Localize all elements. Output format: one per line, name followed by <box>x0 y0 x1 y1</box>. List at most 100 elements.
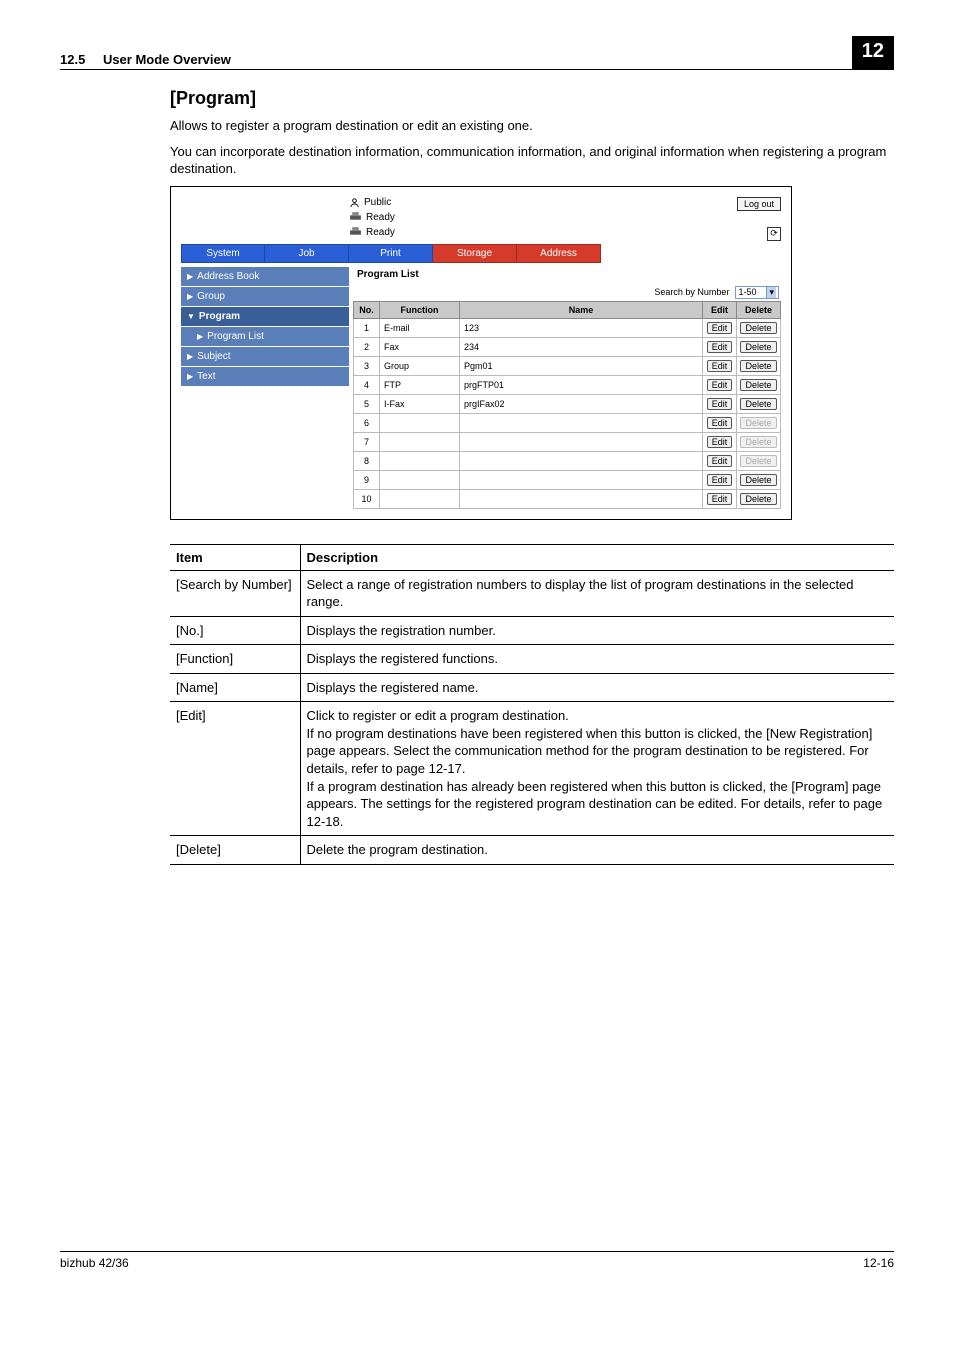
tab-address[interactable]: Address <box>517 244 601 263</box>
cell-function <box>380 451 460 470</box>
tab-job[interactable]: Job <box>265 244 349 263</box>
cell-name: 123 <box>460 318 703 337</box>
footer-left: bizhub 42/36 <box>60 1256 129 1270</box>
logout-button[interactable]: Log out <box>737 197 781 211</box>
cell-no: 8 <box>354 451 380 470</box>
col-header-name: Name <box>460 301 703 318</box>
cell-name <box>460 489 703 508</box>
desc-text: Displays the registration number. <box>300 616 894 645</box>
cell-name: prgIFax02 <box>460 394 703 413</box>
search-by-number-select[interactable]: 1-50 ▾ <box>735 286 779 299</box>
chapter-badge: 12 <box>852 36 894 69</box>
edit-button[interactable]: Edit <box>707 417 733 429</box>
edit-button[interactable]: Edit <box>707 436 733 448</box>
table-row: [Edit]Click to register or edit a progra… <box>170 702 894 836</box>
table-row: [Name]Displays the registered name. <box>170 673 894 702</box>
triangle-right-icon: ▶ <box>187 352 193 361</box>
refresh-icon[interactable]: ⟳ <box>767 227 781 241</box>
col-header-no: No. <box>354 301 380 318</box>
edit-button[interactable]: Edit <box>707 322 733 334</box>
desc-text: Select a range of registration numbers t… <box>300 570 894 616</box>
tab-print[interactable]: Print <box>349 244 433 263</box>
table-row: 5I-FaxprgIFax02EditDelete <box>354 394 781 413</box>
table-row: 2Fax234EditDelete <box>354 337 781 356</box>
cell-function <box>380 489 460 508</box>
cell-function: FTP <box>380 375 460 394</box>
delete-button[interactable]: Delete <box>740 322 776 334</box>
page-header: 12.5 User Mode Overview 12 <box>60 36 894 70</box>
cell-no: 7 <box>354 432 380 451</box>
tab-system[interactable]: System <box>181 244 265 263</box>
sidebar-item-text[interactable]: ▶Text <box>181 367 349 387</box>
tab-storage[interactable]: Storage <box>433 244 517 263</box>
ready-label-1: Ready <box>366 212 395 223</box>
cell-name: 234 <box>460 337 703 356</box>
sidebar-item-address-book[interactable]: ▶ Address Book <box>181 267 349 287</box>
desc-item: [Function] <box>170 645 300 674</box>
col-header-function: Function <box>380 301 460 318</box>
col-header-edit: Edit <box>703 301 737 318</box>
edit-button[interactable]: Edit <box>707 398 733 410</box>
desc-text: Click to register or edit a program dest… <box>300 702 894 836</box>
table-row: 3GroupPgm01EditDelete <box>354 356 781 375</box>
delete-button[interactable]: Delete <box>740 360 776 372</box>
desc-text: Displays the registered functions. <box>300 645 894 674</box>
scanner-icon <box>349 227 362 237</box>
edit-button[interactable]: Edit <box>707 341 733 353</box>
cell-no: 4 <box>354 375 380 394</box>
intro-paragraph-2: You can incorporate destination informat… <box>170 143 894 178</box>
cell-function: Group <box>380 356 460 375</box>
table-row: 4FTPprgFTP01 Edit Delete <box>354 375 781 394</box>
sidebar: ▶ Address Book ▶ Group ▼ Program ▶Program L… <box>181 267 349 509</box>
cell-function <box>380 470 460 489</box>
table-row: 10EditDelete <box>354 489 781 508</box>
sidebar-item-label: Address Book <box>197 271 259 282</box>
edit-button[interactable]: Edit <box>707 360 733 372</box>
page-footer: bizhub 42/36 12-16 <box>60 1251 894 1270</box>
cell-function <box>380 432 460 451</box>
chevron-down-icon: ▾ <box>766 287 776 298</box>
table-row: [No.]Displays the registration number. <box>170 616 894 645</box>
sidebar-item-program[interactable]: ▼ Program <box>181 307 349 327</box>
triangle-down-icon: ▼ <box>187 312 195 321</box>
edit-button[interactable]: Edit <box>707 379 733 391</box>
delete-button[interactable]: Delete <box>740 341 776 353</box>
desc-item: [Delete] <box>170 836 300 865</box>
delete-button: Delete <box>740 455 776 467</box>
delete-button[interactable]: Delete <box>740 398 776 410</box>
cell-no: 2 <box>354 337 380 356</box>
edit-button[interactable]: Edit <box>707 455 733 467</box>
edit-button[interactable]: Edit <box>707 493 733 505</box>
cell-function: E-mail <box>380 318 460 337</box>
table-row: 7EditDelete <box>354 432 781 451</box>
table-row: [Delete]Delete the program destination. <box>170 836 894 865</box>
desc-header-item: Item <box>170 544 300 570</box>
user-label: Public <box>364 197 391 208</box>
panel-title: Program List <box>357 269 781 280</box>
page-title: [Program] <box>170 88 894 109</box>
sidebar-item-label: Program <box>199 311 240 322</box>
intro-paragraph-1: Allows to register a program destination… <box>170 117 894 135</box>
program-table: No. Function Name Edit Delete 1E-mail123… <box>353 301 781 509</box>
desc-item: [Search by Number] <box>170 570 300 616</box>
desc-text: Delete the program destination. <box>300 836 894 865</box>
col-header-delete: Delete <box>737 301 781 318</box>
sidebar-item-program-list[interactable]: ▶Program List <box>181 327 349 347</box>
desc-text: Displays the registered name. <box>300 673 894 702</box>
select-value: 1-50 <box>738 287 756 297</box>
sidebar-item-group[interactable]: ▶ Group <box>181 287 349 307</box>
edit-button[interactable]: Edit <box>707 474 733 486</box>
delete-button[interactable]: Delete <box>740 379 776 391</box>
cell-name: prgFTP01 <box>460 375 703 394</box>
triangle-right-icon: ▶ <box>187 292 193 301</box>
user-icon <box>349 197 360 208</box>
sidebar-item-subject[interactable]: ▶Subject <box>181 347 349 367</box>
cell-no: 6 <box>354 413 380 432</box>
delete-button[interactable]: Delete <box>740 493 776 505</box>
desc-item: [Name] <box>170 673 300 702</box>
footer-right: 12-16 <box>863 1256 894 1270</box>
cell-function <box>380 413 460 432</box>
sidebar-item-label: Group <box>197 291 225 302</box>
delete-button[interactable]: Delete <box>740 474 776 486</box>
triangle-right-icon: ▶ <box>187 272 193 281</box>
